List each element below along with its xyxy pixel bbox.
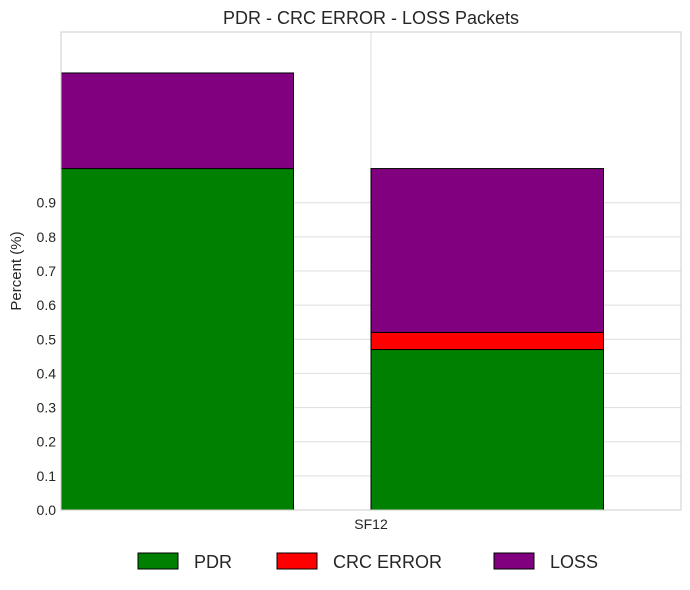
bar-segment-loss	[60, 72, 294, 170]
legend-swatch	[276, 552, 318, 570]
chart-title: PDR - CRC ERROR - LOSS Packets	[223, 8, 519, 28]
x-tick-label: SF12	[354, 516, 388, 532]
y-tick-label: 0.4	[37, 365, 57, 381]
y-tick-label: 0.0	[37, 502, 57, 518]
legend-item-pdr: PDR	[137, 552, 232, 572]
legend-item-loss: LOSS	[493, 552, 598, 572]
y-axis-ticks: 0.0 0.1 0.2 0.3 0.4 0.5 0.6 0.7 0.8 0.9	[37, 195, 57, 518]
legend-label: LOSS	[550, 552, 598, 572]
plot-frame	[60, 31, 682, 511]
legend-swatch	[137, 552, 179, 570]
bars	[60, 72, 604, 511]
y-tick-label: 0.1	[37, 468, 57, 484]
y-tick-label: 0.7	[37, 263, 57, 279]
y-tick-label: 0.2	[37, 434, 57, 450]
y-tick-label: 0.5	[37, 331, 57, 347]
y-tick-label: 0.8	[37, 229, 57, 245]
legend: PDR CRC ERROR LOSS	[137, 552, 598, 572]
bar-segment-crc-error	[370, 331, 604, 351]
legend-label: CRC ERROR	[333, 552, 442, 572]
y-tick-label: 0.6	[37, 297, 57, 313]
legend-swatch	[493, 552, 535, 570]
bar-segment-loss	[370, 168, 604, 333]
y-tick-label: 0.9	[37, 195, 57, 211]
legend-label: PDR	[194, 552, 232, 572]
y-tick-label: 0.3	[37, 400, 57, 416]
bar-segment-pdr	[60, 168, 294, 511]
y-axis-label: Percent (%)	[8, 231, 25, 310]
legend-item-crc-error: CRC ERROR	[276, 552, 442, 572]
bar-segment-pdr	[370, 349, 604, 511]
